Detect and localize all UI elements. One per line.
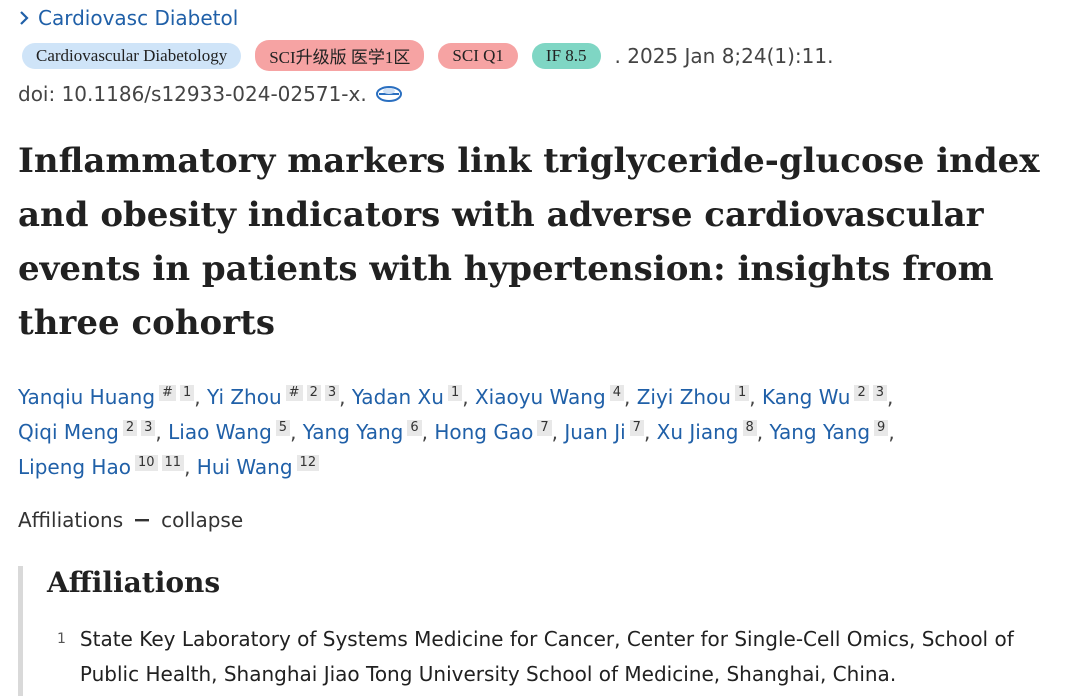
separator: , bbox=[290, 420, 297, 444]
author-name[interactable]: Kang Wu bbox=[761, 385, 851, 409]
affiliations-toggle[interactable]: Affiliations collapse bbox=[18, 508, 243, 532]
separator: , bbox=[623, 385, 631, 409]
author-entry: Yang Yang 6, bbox=[303, 420, 428, 444]
affiliation-ref[interactable]: 1 bbox=[734, 385, 750, 401]
author-entry: Ziyi Zhou 1, bbox=[637, 385, 756, 409]
badge: SCI升级版 医学1区 bbox=[255, 40, 425, 71]
affiliation-number: 1 bbox=[57, 631, 66, 647]
affiliation-ref[interactable]: 1 bbox=[447, 385, 463, 401]
separator: , bbox=[749, 385, 756, 409]
author-name[interactable]: Yang Yang bbox=[769, 420, 871, 444]
article-title: Inflammatory markers link triglyceride-g… bbox=[18, 141, 1040, 343]
author-name[interactable]: Yadan Xu bbox=[351, 385, 444, 409]
affiliation-ref[interactable]: # bbox=[285, 385, 303, 401]
toggle-label: Affiliations bbox=[18, 508, 124, 532]
author-entry: Hui Wang 12 bbox=[196, 455, 320, 479]
author-entry: Yanqiu Huang #1, bbox=[18, 385, 201, 409]
affiliation-ref[interactable]: 3 bbox=[324, 385, 340, 401]
affiliation-ref[interactable]: 11 bbox=[161, 455, 185, 471]
author-entry: Yi Zhou #2 3, bbox=[206, 385, 346, 409]
author-entry: Yang Yang 9, bbox=[770, 420, 895, 444]
author-name[interactable]: Xu Jiang bbox=[656, 420, 739, 444]
separator: , bbox=[551, 420, 558, 444]
toggle-action[interactable]: collapse bbox=[161, 508, 244, 532]
separator: , bbox=[421, 420, 428, 444]
separator: , bbox=[339, 385, 346, 409]
affiliation-ref[interactable]: 3 bbox=[141, 420, 156, 436]
affiliation-ref[interactable]: 3 bbox=[872, 385, 888, 401]
affiliation-ref[interactable]: 10 bbox=[134, 455, 158, 471]
badge: Cardiovascular Diabetology bbox=[22, 42, 242, 69]
author-entry: Kang Wu 2 3, bbox=[762, 385, 893, 409]
author-name[interactable]: Yang Yang bbox=[302, 420, 404, 444]
author-name[interactable]: Juan Ji bbox=[564, 420, 626, 444]
separator: , bbox=[184, 455, 191, 479]
badge: SCI Q1 bbox=[438, 42, 518, 69]
author-entry: Juan Ji 7, bbox=[564, 420, 650, 444]
affiliation-ref[interactable]: 2 bbox=[306, 385, 321, 401]
author-entry: Yadan Xu 1, bbox=[352, 385, 469, 409]
journal-name[interactable]: Cardiovasc Diabetol bbox=[38, 6, 239, 30]
author-entry: Xiaoyu Wang 4, bbox=[475, 385, 630, 409]
dash-icon bbox=[135, 519, 150, 522]
author-name[interactable]: Xiaoyu Wang bbox=[474, 385, 606, 409]
full-text-icon[interactable] bbox=[375, 83, 403, 105]
separator: , bbox=[194, 385, 201, 409]
affiliation-ref[interactable]: 7 bbox=[629, 420, 644, 436]
affiliation-ref[interactable]: 8 bbox=[742, 420, 757, 436]
affiliation-ref[interactable]: 2 bbox=[854, 385, 869, 401]
author-entry: Xu Jiang 8, bbox=[657, 420, 763, 444]
affiliation-ref[interactable]: 9 bbox=[874, 420, 889, 436]
author-name[interactable]: Hong Gao bbox=[434, 420, 534, 444]
affiliation-ref[interactable]: 1 bbox=[179, 385, 195, 401]
affiliation-ref[interactable]: 6 bbox=[407, 420, 422, 436]
affiliation-ref[interactable]: 5 bbox=[275, 420, 291, 436]
affiliation-ref[interactable]: 12 bbox=[296, 455, 320, 471]
affiliations-panel: Affiliations 1 State Key Laboratory of Sy… bbox=[18, 566, 1073, 696]
affiliation-ref[interactable]: 2 bbox=[122, 420, 138, 436]
author-entry: Qiqi Meng 2 3, bbox=[18, 420, 162, 444]
doi-row: doi: 10.1186/s12933-024-02571-x. bbox=[18, 82, 403, 106]
author-name[interactable]: Hui Wang bbox=[196, 455, 293, 479]
affiliation-ref[interactable]: 4 bbox=[609, 385, 624, 401]
author-name[interactable]: Yi Zhou bbox=[206, 385, 282, 409]
author-name[interactable]: Lipeng Hao bbox=[18, 455, 131, 479]
separator: , bbox=[155, 420, 162, 444]
author-entry: Hong Gao 7, bbox=[434, 420, 558, 444]
affiliation-ref[interactable]: 7 bbox=[537, 420, 552, 436]
affiliation-item: 1 State Key Laboratory of Systems Medicin… bbox=[57, 622, 1057, 692]
author-entry: Lipeng Hao 10 11, bbox=[18, 455, 190, 479]
journal-link[interactable]: Cardiovasc Diabetol bbox=[18, 6, 238, 30]
badge: IF 8.5 bbox=[531, 42, 601, 69]
badge-row: Cardiovascular Diabetology SCI升级版 医学1区 SCI… bbox=[22, 40, 833, 71]
author-name[interactable]: Ziyi Zhou bbox=[636, 385, 731, 409]
author-entry: Liao Wang 5, bbox=[168, 420, 296, 444]
citation: . 2025 Jan 8;24(1):11. bbox=[614, 43, 834, 68]
author-name[interactable]: Qiqi Meng bbox=[18, 420, 119, 444]
author-name[interactable]: Yanqiu Huang bbox=[18, 385, 156, 409]
separator: , bbox=[756, 420, 764, 444]
separator: , bbox=[462, 385, 469, 409]
author-name[interactable]: Liao Wang bbox=[168, 420, 272, 444]
chevron-icon bbox=[20, 11, 29, 25]
doi: doi: 10.1186/s12933-024-02571-x. bbox=[18, 82, 367, 106]
author-list: Yanqiu Huang #1, Yi Zhou #2 3, Yadan Xu 1, X… bbox=[18, 380, 998, 485]
separator: , bbox=[887, 385, 894, 409]
affiliations-heading: Affiliations bbox=[47, 566, 221, 599]
affiliation-text: State Key Laboratory of Systems Medicine… bbox=[79, 627, 1014, 686]
separator: , bbox=[888, 420, 895, 444]
separator: , bbox=[643, 420, 651, 444]
affiliation-ref[interactable]: # bbox=[159, 385, 176, 401]
